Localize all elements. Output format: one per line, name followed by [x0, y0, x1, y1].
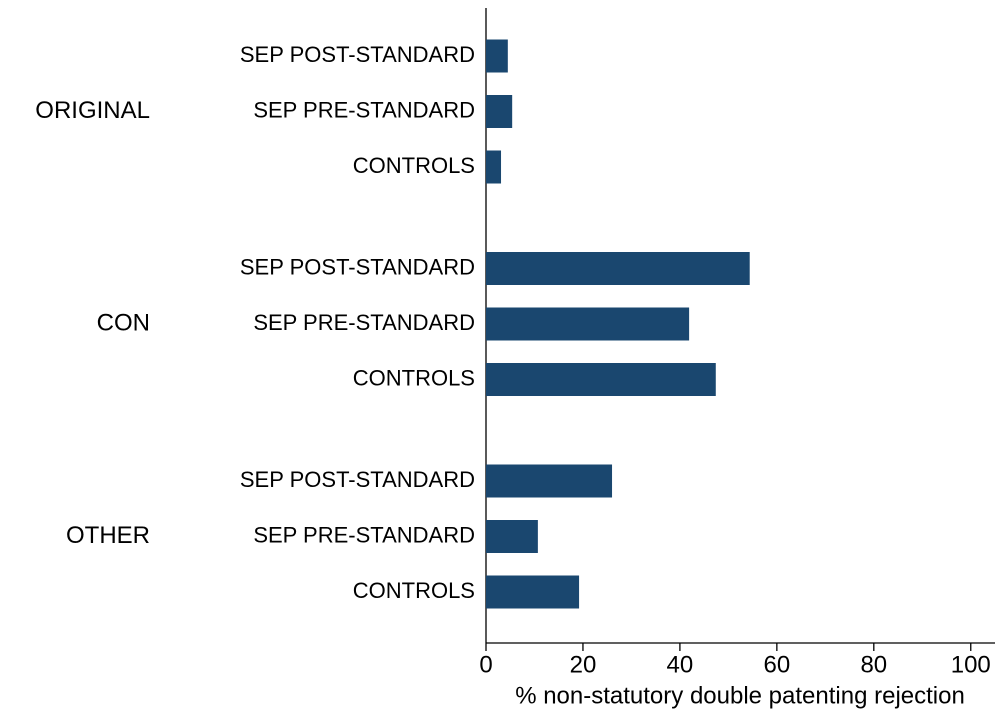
- bar: [486, 464, 613, 498]
- x-tick-label: 20: [570, 651, 597, 678]
- x-tick-label: 80: [860, 651, 887, 678]
- category-label: CONTROLS: [353, 153, 475, 178]
- category-label: CONTROLS: [353, 365, 475, 390]
- category-label: SEP PRE-STANDARD: [253, 310, 475, 335]
- category-label: SEP POST-STANDARD: [240, 467, 475, 492]
- category-label: SEP POST-STANDARD: [240, 42, 475, 67]
- x-tick-label: 60: [764, 651, 791, 678]
- bar: [486, 575, 580, 609]
- bar: [486, 95, 513, 128]
- group-label: CON: [97, 309, 150, 336]
- x-tick-label: 0: [479, 651, 492, 678]
- bar: [486, 307, 690, 341]
- x-tick-label: 40: [667, 651, 694, 678]
- x-axis-title: % non-statutory double patenting rejecti…: [515, 682, 965, 709]
- bar: [486, 252, 750, 285]
- bar: [486, 520, 538, 553]
- category-label: SEP POST-STANDARD: [240, 254, 475, 279]
- bar: [486, 363, 716, 396]
- category-label: SEP PRE-STANDARD: [253, 522, 475, 547]
- x-tick-label: 100: [951, 651, 991, 678]
- category-label: SEP PRE-STANDARD: [253, 97, 475, 122]
- group-label: ORIGINAL: [35, 97, 150, 124]
- group-label: OTHER: [66, 522, 150, 549]
- bar: [486, 150, 502, 184]
- bar: [486, 39, 508, 73]
- category-label: CONTROLS: [353, 578, 475, 603]
